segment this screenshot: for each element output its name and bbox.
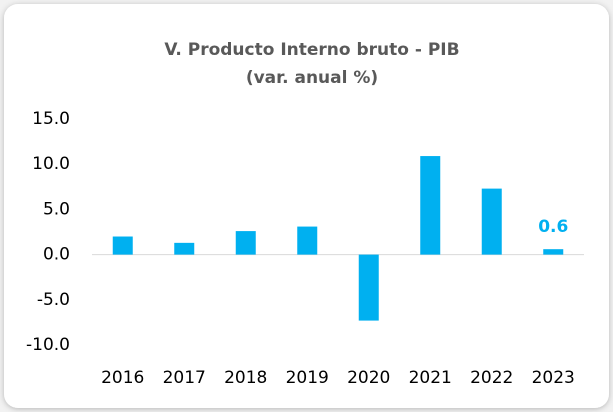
x-tick-label: 2023 — [532, 368, 575, 388]
bar — [481, 188, 502, 255]
y-tick-label: 0.0 — [43, 245, 70, 265]
y-tick-label: 10.0 — [32, 154, 70, 174]
y-tick-label: -10.0 — [26, 335, 70, 355]
bar — [112, 236, 133, 255]
x-tick-label: 2020 — [347, 368, 390, 388]
bar — [235, 231, 256, 255]
bar — [174, 242, 195, 255]
chart-subtitle: (var. anual %) — [246, 68, 378, 88]
bar — [420, 156, 441, 255]
data-label: 0.6 — [538, 217, 568, 237]
x-tick-label: 2019 — [286, 368, 329, 388]
x-tick-label: 2021 — [409, 368, 452, 388]
y-tick-label: -5.0 — [37, 290, 70, 310]
y-tick-label: 15.0 — [32, 109, 70, 129]
bar — [297, 226, 318, 255]
bar — [543, 249, 564, 255]
x-tick-label: 2017 — [163, 368, 206, 388]
x-tick-label: 2018 — [224, 368, 267, 388]
y-tick-label: 5.0 — [43, 199, 70, 219]
x-tick-label: 2022 — [470, 368, 513, 388]
bar — [358, 254, 379, 321]
chart-title: V. Producto Interno bruto - PIB — [164, 40, 459, 60]
x-tick-label: 2016 — [101, 368, 144, 388]
card — [4, 4, 609, 408]
